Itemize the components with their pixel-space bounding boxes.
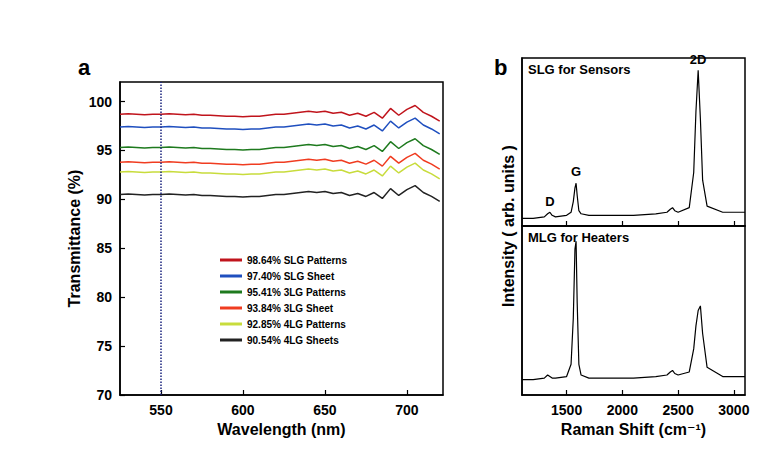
svg-text:Raman Shift (cm⁻¹): Raman Shift (cm⁻¹) — [561, 421, 706, 438]
svg-text:G: G — [571, 164, 581, 179]
svg-text:b: b — [494, 55, 507, 80]
svg-text:700: 700 — [395, 402, 419, 418]
svg-text:97.40% SLG Sheet: 97.40% SLG Sheet — [247, 271, 335, 282]
svg-text:2D: 2D — [690, 52, 707, 67]
svg-text:85: 85 — [96, 240, 112, 256]
svg-text:2000: 2000 — [607, 402, 638, 418]
svg-text:95: 95 — [96, 142, 112, 158]
svg-text:550: 550 — [149, 402, 173, 418]
svg-text:1500: 1500 — [551, 402, 582, 418]
svg-text:75: 75 — [96, 338, 112, 354]
svg-text:98.64% SLG Patterns: 98.64% SLG Patterns — [247, 255, 347, 266]
svg-text:90.54% 4LG Sheets: 90.54% 4LG Sheets — [247, 335, 339, 346]
svg-text:70: 70 — [96, 387, 112, 403]
svg-text:SLG for Sensors: SLG for Sensors — [528, 62, 631, 77]
svg-text:3000: 3000 — [718, 402, 749, 418]
svg-text:650: 650 — [313, 402, 337, 418]
svg-text:MLG for Heaters: MLG for Heaters — [528, 230, 629, 245]
svg-text:80: 80 — [96, 289, 112, 305]
svg-text:Transmittance (%): Transmittance (%) — [66, 170, 83, 308]
svg-text:2500: 2500 — [663, 402, 694, 418]
svg-text:D: D — [545, 194, 554, 209]
svg-text:Intensity ( arb. units ): Intensity ( arb. units ) — [500, 145, 517, 307]
svg-text:90: 90 — [96, 191, 112, 207]
svg-text:93.84% 3LG Sheet: 93.84% 3LG Sheet — [247, 303, 334, 314]
svg-text:600: 600 — [231, 402, 255, 418]
svg-text:100: 100 — [89, 94, 113, 110]
svg-text:Wavelength (nm): Wavelength (nm) — [217, 421, 345, 438]
svg-text:a: a — [78, 55, 91, 80]
svg-text:92.85% 4LG Patterns: 92.85% 4LG Patterns — [247, 319, 346, 330]
svg-text:95.41% 3LG Patterns: 95.41% 3LG Patterns — [247, 287, 346, 298]
